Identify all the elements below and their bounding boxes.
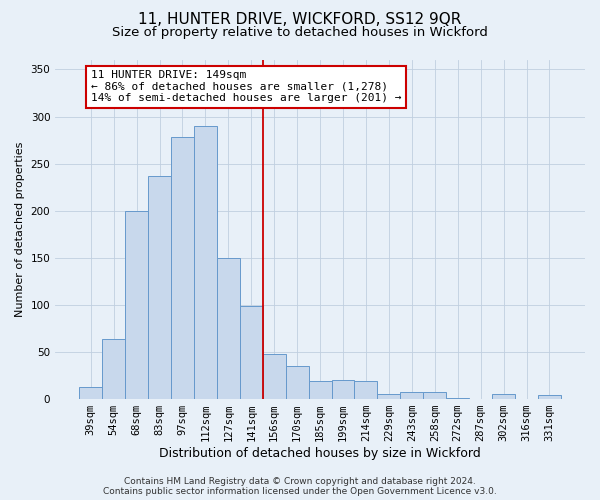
Bar: [308, 381, 332, 399]
X-axis label: Distribution of detached houses by size in Wickford: Distribution of detached houses by size …: [159, 447, 481, 460]
Bar: [355, 381, 377, 399]
Bar: [194, 126, 217, 399]
Bar: [263, 354, 286, 399]
Y-axis label: Number of detached properties: Number of detached properties: [15, 142, 25, 317]
Bar: [423, 392, 446, 399]
Text: 11, HUNTER DRIVE, WICKFORD, SS12 9QR: 11, HUNTER DRIVE, WICKFORD, SS12 9QR: [139, 12, 461, 28]
Bar: [400, 392, 423, 399]
Bar: [538, 396, 561, 399]
Text: Size of property relative to detached houses in Wickford: Size of property relative to detached ho…: [112, 26, 488, 39]
Bar: [492, 394, 515, 399]
Text: 11 HUNTER DRIVE: 149sqm
← 86% of detached houses are smaller (1,278)
14% of semi: 11 HUNTER DRIVE: 149sqm ← 86% of detache…: [91, 70, 401, 103]
Bar: [217, 258, 240, 399]
Bar: [286, 366, 308, 399]
Bar: [79, 387, 102, 399]
Text: Contains HM Land Registry data © Crown copyright and database right 2024.
Contai: Contains HM Land Registry data © Crown c…: [103, 476, 497, 496]
Bar: [240, 306, 263, 399]
Bar: [446, 398, 469, 399]
Bar: [148, 176, 171, 399]
Bar: [171, 137, 194, 399]
Bar: [332, 380, 355, 399]
Bar: [125, 210, 148, 399]
Bar: [102, 339, 125, 399]
Bar: [377, 394, 400, 399]
